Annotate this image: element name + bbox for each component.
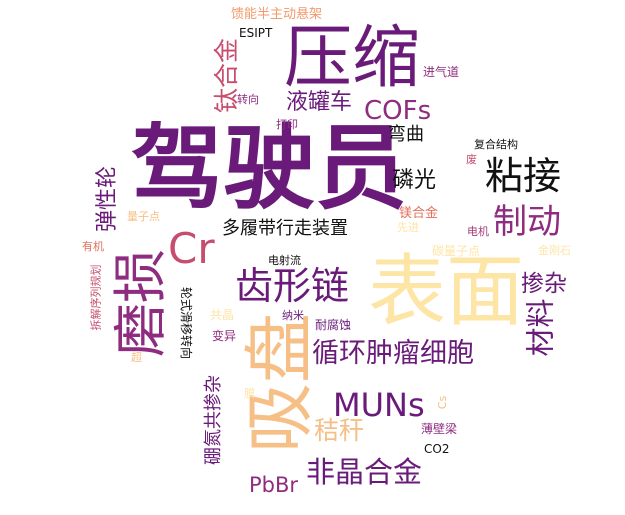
word-bending: 弯曲	[388, 124, 424, 145]
word-quantum-dots: 量子点	[127, 210, 160, 223]
word-printing: 打印	[276, 118, 298, 131]
word-multi-track-walking-device: 多履带行走装置	[222, 218, 348, 239]
word-steering: 转向	[237, 93, 259, 106]
word-carbon-quantum-dots: 碳量子点	[432, 244, 481, 258]
word-boron-nitrogen-codoping: 硼氮共掺杂	[203, 375, 224, 465]
word-circulating-tumor-cells: 循环肿瘤细胞	[312, 338, 474, 369]
word-elastic-wheel: 弹性轮	[95, 165, 121, 233]
word-composite-structure: 复合结构	[474, 138, 518, 151]
word-membrane: 膜	[244, 387, 255, 400]
word-pbbr: PbBr	[249, 473, 299, 497]
word-corrosion-resistance: 耐腐蚀	[315, 318, 352, 332]
word-eutectic: 共晶	[210, 308, 235, 322]
word-esipt: ESIPT	[239, 26, 273, 40]
word-advanced: 先进	[397, 221, 419, 234]
word-toothed-chain: 齿形链	[235, 264, 350, 308]
word-magnesium-alloy: 镁合金	[399, 206, 439, 221]
word-material: 材料	[523, 298, 558, 357]
word-energy-regenerative-suspension: 馈能半主动悬架	[231, 7, 323, 22]
word-skid-steer: 轮式滑移转向	[179, 286, 194, 360]
word-cofs: COFs	[364, 96, 432, 126]
word-thin-walled-beam: 薄壁梁	[421, 422, 458, 436]
word-variation: 变异	[212, 329, 237, 343]
word-muns: MUNs	[333, 386, 425, 424]
word-diamond: 金刚石	[538, 244, 571, 257]
word-straw: 秸秆	[314, 416, 365, 445]
word-amorphous-alloy: 非晶合金	[306, 455, 423, 489]
word-titanium-alloy: 钛合金	[212, 37, 242, 114]
word-co2: CO2	[424, 442, 450, 456]
word-cr: Cr	[168, 224, 215, 273]
word-compression: 压缩	[284, 19, 421, 98]
word-organic: 有机	[82, 240, 104, 253]
word-driver: 驾驶员	[131, 115, 408, 222]
word-motor: 电机	[467, 225, 489, 238]
word-waste: 废	[466, 153, 477, 166]
word-doping: 掺杂	[521, 271, 567, 297]
word-nano: 纳米	[282, 309, 304, 322]
word-phosphorescence: 磷光	[392, 168, 437, 193]
word-braking: 制动	[493, 202, 561, 242]
word-suction-cup: 吸盘	[239, 313, 321, 453]
word-electrojet: 电射流	[268, 254, 301, 267]
word-super: 超	[131, 351, 142, 364]
word-disassembly-sequence-planning: 拆解序列规划	[89, 264, 103, 331]
word-wear: 磨损	[109, 249, 172, 357]
word-cs: Cs	[436, 395, 450, 410]
word-surface: 表面	[368, 247, 525, 337]
word-bonding: 粘接	[485, 154, 562, 198]
word-intake-duct: 进气道	[423, 65, 460, 79]
word-tank-truck: 液罐车	[286, 90, 353, 115]
